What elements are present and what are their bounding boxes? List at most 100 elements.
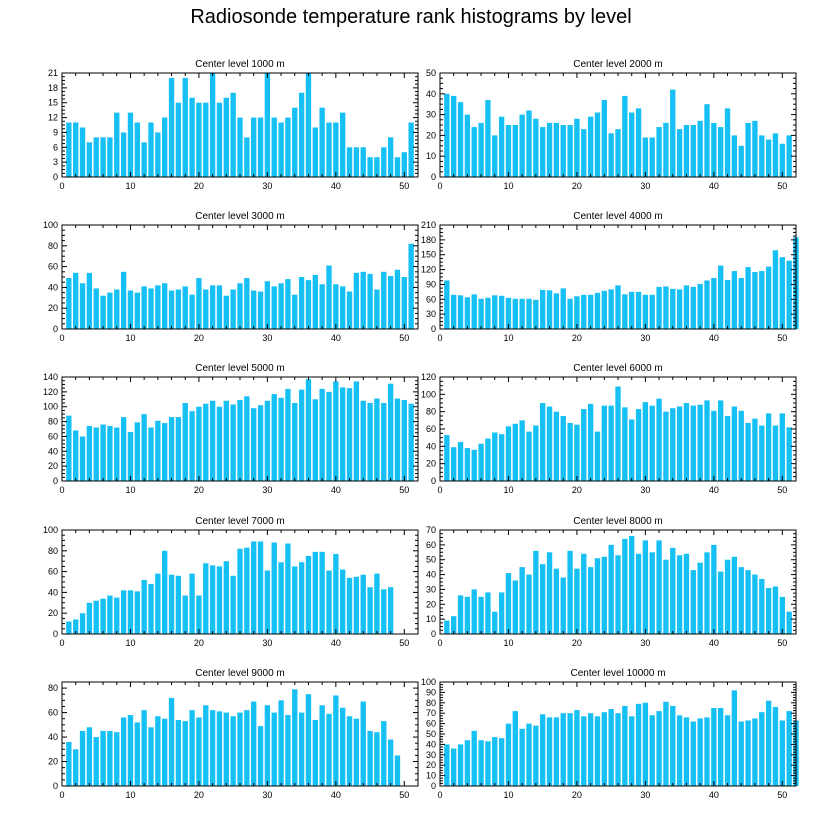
panel-3-bar-14 (155, 285, 161, 329)
panel-1-xtick-label: 40 (331, 181, 341, 191)
panel-3-bar-1 (66, 278, 72, 329)
panel-10-xtick-label: 30 (640, 790, 650, 800)
panel-9-ytick-label: 60 (48, 708, 58, 718)
panel-9-bar-45 (367, 730, 373, 786)
panel-3-bar-39 (326, 265, 332, 329)
panel-10-bar-48 (765, 700, 772, 786)
panel-6-bar-36 (683, 403, 690, 481)
panel-2-bar-3 (457, 102, 464, 177)
panel-4-bar-48 (765, 266, 772, 329)
panel-10-bar-18 (560, 713, 566, 786)
panel-3-bar-35 (298, 277, 305, 329)
panel-1-bar-16 (168, 77, 175, 177)
panel-9-bar-14 (155, 716, 161, 786)
panel-1-bar-8 (114, 112, 120, 177)
panel-6-bar-24 (601, 405, 607, 481)
panel-4-bar-33 (663, 286, 669, 329)
panel-3-bar-43 (353, 272, 360, 329)
panel-8-bar-48 (765, 587, 772, 634)
panel-6-bar-39 (704, 400, 710, 481)
panel-5-bar-34 (292, 403, 298, 481)
panel-9-bar-23 (216, 711, 223, 786)
panel-10-bar-35 (676, 715, 683, 786)
panel-4-bar-18 (560, 288, 566, 329)
panel-6-xtick-label: 20 (572, 485, 582, 495)
panel-10-title: Center level 10000 m (570, 668, 665, 679)
panel-1-xtick-label: 30 (262, 181, 272, 191)
panel-4-bar-21 (581, 294, 587, 329)
panel-5-bar-35 (298, 389, 305, 481)
panel-5-bar-27 (244, 396, 250, 481)
panel-9-xtick-label: 50 (399, 790, 409, 800)
panel-7-bar-24 (223, 561, 229, 634)
panel-8-ytick-label: 60 (426, 540, 436, 550)
panel-4-bar-32 (656, 286, 662, 329)
panel-5-bar-6 (100, 424, 106, 481)
panel-1-bar-33 (285, 117, 291, 177)
panel-3-bar-31 (271, 286, 277, 329)
panel-8-title: Center level 8000 m (573, 516, 663, 527)
panel-10-bar-6 (478, 740, 484, 786)
panel-6-bar-31 (649, 405, 655, 481)
panel-3-bar-42 (346, 291, 353, 329)
panel-2-bar-39 (704, 104, 710, 177)
panel-4-bar-5 (471, 294, 477, 329)
panel-9-bar-40 (333, 695, 339, 786)
panel-7-bar-20 (196, 595, 202, 634)
panel-5-bar-44 (360, 400, 366, 481)
panel-10-bar-10 (505, 723, 512, 786)
panel-8-bar-22 (587, 567, 594, 634)
panel-4-bar-2 (451, 294, 457, 329)
panel-10-xtick-label: 10 (503, 790, 513, 800)
panel-4-xtick-label: 50 (777, 333, 787, 343)
panel-7-bar-44 (360, 574, 366, 634)
panel-9-bar-7 (107, 730, 113, 786)
panel-8-bar-18 (560, 577, 566, 634)
panel-4-bar-31 (649, 294, 655, 329)
panel-10-bar-27 (622, 705, 628, 786)
panel-6-bar-21 (581, 409, 587, 481)
panel-9-xtick-label: 40 (331, 790, 341, 800)
panel-7-bar-43 (353, 576, 360, 634)
panel-6-ytick-label: 80 (426, 407, 436, 417)
panel-7-bar-11 (134, 591, 140, 634)
panel-5-bar-48 (387, 383, 394, 481)
panel-9-bar-16 (168, 697, 175, 786)
panel-3-xtick-label: 20 (194, 333, 204, 343)
panel-1-ytick-label: 15 (48, 98, 58, 108)
panel-4-bar-30 (642, 294, 649, 329)
panel-4-title: Center level 4000 m (573, 211, 663, 222)
panel-2-xtick-label: 10 (503, 181, 513, 191)
panel-3-bar-23 (216, 285, 223, 329)
panel-8-bar-19 (567, 550, 573, 634)
panel-10-bar-15 (540, 714, 546, 786)
panel-3-bar-12 (141, 286, 147, 329)
panel-7-bar-19 (189, 573, 195, 634)
panel-9-bar-4 (86, 727, 93, 786)
panel-7-bar-28 (251, 541, 257, 634)
panel-10-bar-26 (615, 713, 621, 786)
panel-10-bar-34 (670, 705, 676, 786)
panel-6-bar-35 (676, 406, 683, 481)
panel-10-bar-23 (594, 716, 601, 786)
panel-5-bar-28 (251, 408, 257, 481)
panel-2-bar-46 (752, 120, 758, 177)
panel-3-ytick-label: 40 (48, 282, 58, 292)
panel-1-bar-5 (93, 137, 99, 177)
panel-9-bar-9 (120, 717, 127, 786)
panel-5-bar-50 (401, 400, 407, 481)
panel-3-bar-51 (408, 243, 414, 329)
panel-1-bar-30 (264, 73, 271, 177)
panel-1-bar-10 (127, 112, 134, 177)
panel-3-bar-28 (251, 290, 257, 329)
panel-8-xtick-label: 30 (640, 638, 650, 648)
panel-3-ytick-label: 60 (48, 262, 58, 272)
panel-8-bar-10 (505, 573, 512, 634)
panel-9-bar-5 (93, 737, 99, 786)
panel-4-bar-41 (718, 265, 724, 329)
panel-4-xtick-label: 20 (572, 333, 582, 343)
panel-7-bar-34 (292, 566, 298, 634)
panel-5-bar-51 (408, 403, 414, 481)
panel-10-bar-32 (656, 711, 662, 786)
panel-4-bar-50 (779, 257, 785, 329)
